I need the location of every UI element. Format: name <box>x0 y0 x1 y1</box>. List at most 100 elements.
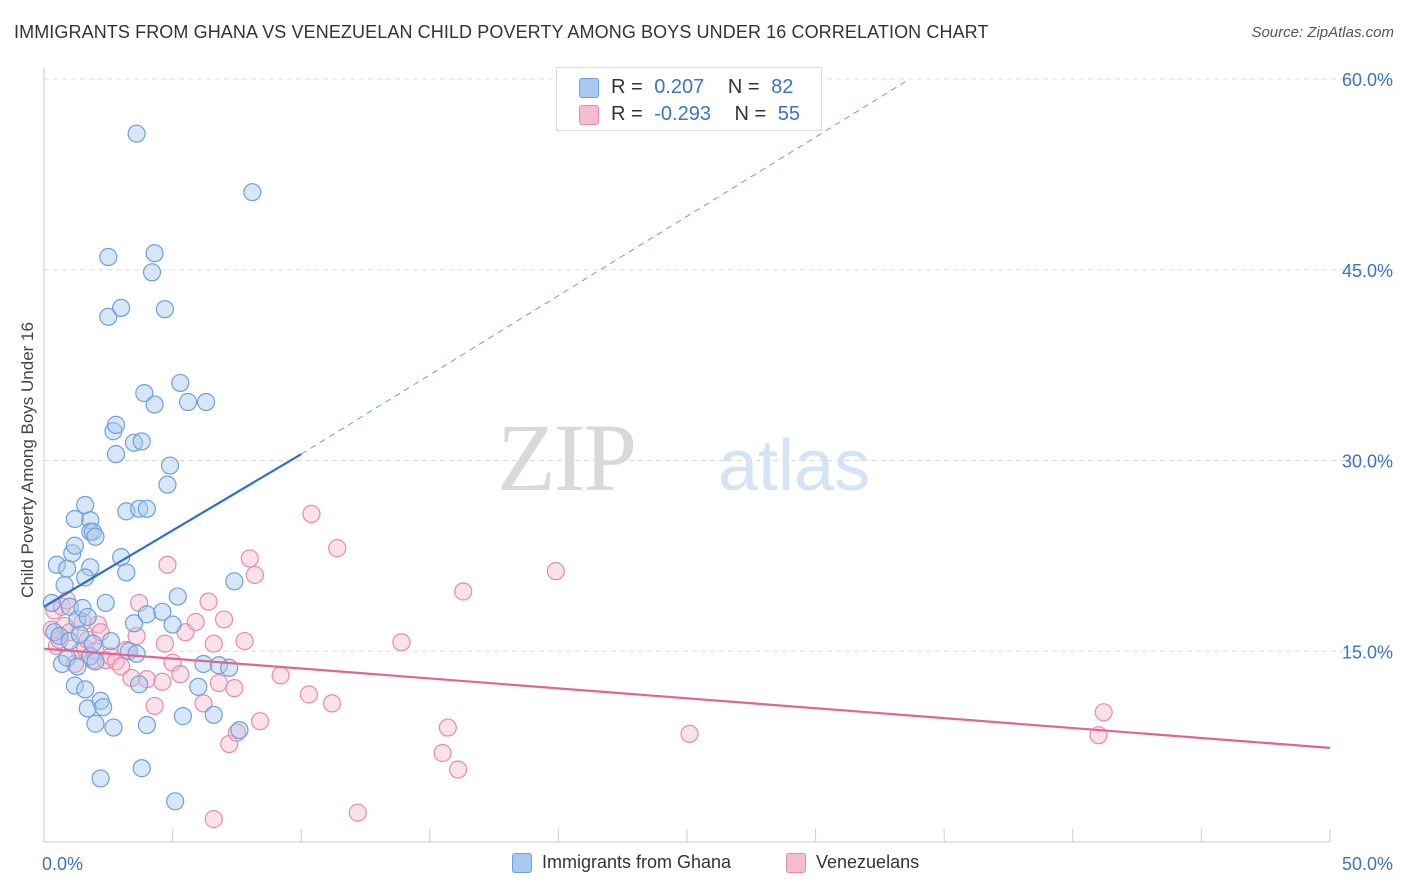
ghana-legend-label: Immigrants from Ghana <box>542 852 732 872</box>
ghana-point <box>204 705 223 724</box>
venezuelans-point <box>433 743 452 763</box>
ghana-point <box>65 676 84 695</box>
ghana-trend-extension <box>300 81 906 455</box>
venezuelans-point <box>209 673 228 693</box>
ghana-point <box>132 759 151 778</box>
ghana-point <box>230 720 249 740</box>
venezuelans-point <box>271 666 290 685</box>
ghana-point <box>166 792 185 811</box>
ghana-point <box>104 718 123 737</box>
r-value: 0.207 <box>654 76 705 98</box>
ghana-point <box>173 707 192 726</box>
venezuelans-point <box>225 679 244 698</box>
ghana-point <box>83 522 102 541</box>
ghana-point <box>160 456 180 475</box>
ghana-point <box>127 124 146 143</box>
ghana-legend-swatch <box>512 853 532 873</box>
venezuelans-point <box>680 724 699 744</box>
y-tick-label: 60.0% <box>1342 70 1393 90</box>
ghana-point <box>81 558 100 577</box>
ghana-point <box>99 307 118 326</box>
ghana-point <box>130 499 149 518</box>
ghana-point <box>65 536 84 555</box>
ghana-point <box>47 555 66 574</box>
venezuelans-point <box>302 504 321 524</box>
ghana-point <box>145 244 164 263</box>
venezuelans-point <box>155 634 174 653</box>
ghana-point <box>83 634 102 653</box>
venezuelans-point <box>199 592 218 611</box>
venezuelans-point <box>145 696 164 716</box>
ghana-point <box>225 572 244 591</box>
ghana-point <box>142 263 162 282</box>
venezuelans-point <box>250 712 270 731</box>
venezuelans-trend-line <box>43 647 1331 749</box>
ghana-point <box>91 769 110 788</box>
ghana-point <box>78 607 97 627</box>
venezuelans-point <box>227 723 246 742</box>
r-value: -0.293 <box>654 103 711 125</box>
venezuelans-point <box>204 634 223 653</box>
venezuelans-point <box>235 631 254 651</box>
venezuelans-point <box>322 694 342 713</box>
ghana-point <box>101 631 120 651</box>
venezuelans-legend-swatch <box>786 853 806 873</box>
ghana-point <box>127 644 146 663</box>
ghana-point <box>99 247 118 267</box>
stats-legend: R = 0.207 N = 82 R = -0.293 N = 55 <box>556 67 822 131</box>
ghana-point <box>137 605 156 624</box>
ghana-point <box>112 298 131 317</box>
ghana-point <box>194 654 213 674</box>
venezuelans-point <box>112 657 131 676</box>
venezuelans-point <box>171 665 190 684</box>
ghana-point <box>76 680 95 699</box>
venezuelans-point <box>204 810 223 829</box>
venezuelans-swatch <box>579 105 599 125</box>
n-value: 82 <box>771 76 794 98</box>
ghana-point <box>106 445 126 464</box>
ghana-point <box>158 475 177 494</box>
venezuelans-point <box>106 652 126 671</box>
ghana-point <box>130 675 149 694</box>
ghana-point <box>178 392 198 412</box>
r-label: R = <box>611 76 643 98</box>
ghana-point <box>96 593 115 613</box>
watermark-atlas: atlas <box>718 426 870 506</box>
ghana-point <box>76 495 95 515</box>
venezuelans-point <box>299 685 319 704</box>
ghana-point <box>60 631 79 651</box>
y-tick-label: 30.0% <box>1342 452 1393 472</box>
venezuelans-point <box>153 672 172 691</box>
ghana-point <box>94 698 113 717</box>
n-label: N = <box>734 103 767 125</box>
ghana-point <box>155 300 174 319</box>
venezuelans-legend-label: Venezuelans <box>816 852 920 872</box>
x-tick-label-min: 0.0% <box>42 854 83 874</box>
ghana-points <box>42 124 262 811</box>
watermark-zip: ZIP <box>497 404 635 511</box>
ghana-swatch <box>579 78 599 98</box>
ghana-point <box>70 625 90 644</box>
ghana-point <box>145 395 164 414</box>
watermark: ZIP atlas <box>497 404 870 511</box>
venezuelans-point <box>454 582 473 601</box>
venezuelans-point <box>186 612 205 632</box>
ghana-point <box>137 715 156 735</box>
venezuelans-point <box>448 760 468 779</box>
venezuelans-point <box>546 562 565 581</box>
n-value: 55 <box>777 103 801 125</box>
ghana-point <box>189 677 208 696</box>
ghana-point <box>137 499 156 518</box>
ghana-point <box>124 614 144 633</box>
ghana-point <box>168 587 187 606</box>
ghana-point <box>124 433 144 452</box>
x-tick-label-max: 50.0% <box>1342 854 1393 874</box>
ghana-point <box>196 392 216 412</box>
ghana-point <box>243 183 262 202</box>
ghana-point <box>86 527 105 546</box>
axes-layer <box>43 68 1331 843</box>
ghana-point <box>117 563 136 582</box>
source-label: Source: ZipAtlas.com <box>1251 24 1394 41</box>
ghana-point <box>86 652 105 671</box>
